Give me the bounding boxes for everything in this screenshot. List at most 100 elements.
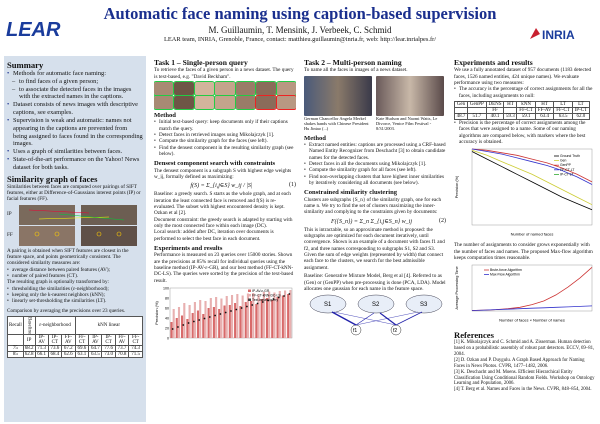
task2-method-list: Extract named entities: captions are pro… (304, 142, 446, 186)
s1-label: S1 (324, 302, 332, 308)
precision-plot: Number of named faces Precision (%) Ground… (455, 149, 593, 237)
face-thumbnail (193, 95, 216, 111)
formula-number: (2) (439, 217, 446, 224)
face-thumbnail (173, 81, 195, 97)
face-results-grid (154, 81, 296, 111)
face-thumbnail (154, 81, 175, 97)
legend-entry: FF-CT-kNN-DC-LS (252, 294, 281, 298)
text-query-point (192, 320, 195, 323)
text-query-point (203, 317, 206, 320)
table-cell: 68.4 (47, 351, 62, 359)
table-cell: FF-CT (553, 107, 573, 115)
table-cell: Baseline (22, 316, 36, 336)
bar (183, 303, 186, 338)
bar (276, 297, 279, 338)
accuracy-list: The accuracy is the percentage of correc… (454, 86, 596, 99)
list-item: The accuracy is the percentage of correc… (454, 86, 596, 99)
task1-heading: Task 1 – Single-person query (154, 58, 248, 67)
bar (220, 298, 223, 338)
list-item: linearly set-thresholding the similariti… (7, 298, 143, 305)
list-item: to associate the detected faces in the i… (12, 86, 143, 102)
bar (234, 303, 237, 338)
ref-2: [2] D. Ozkan and P. Duygulu. A Graph Bas… (454, 358, 585, 369)
bar (177, 307, 181, 338)
bar (188, 305, 191, 338)
table-cell: IP-CT (571, 107, 591, 115)
text-query-point (198, 319, 201, 321)
bar (241, 295, 244, 338)
legend-entry: Ground Truth (560, 154, 580, 158)
bar (212, 307, 215, 338)
face-thumbnail (154, 95, 175, 111)
face-thumbnail (193, 81, 216, 97)
exp-heading: Experiments and results (454, 58, 533, 67)
formula-2: F({S_n}) = Σ_n Σ_{i,j∈S_n} w_ij (2) (304, 218, 446, 225)
local-text: Local search: added after DC, iteration … (154, 229, 274, 242)
constraint-text: Document constraint: the greedy search i… (154, 216, 293, 229)
formula-number: (1) (289, 182, 296, 189)
f2-label: f2 (393, 328, 397, 334)
table-cell: IP-CT (101, 334, 116, 347)
bar (273, 292, 276, 338)
bar (196, 310, 200, 338)
table-cell: IP-CT (47, 334, 62, 347)
table-cell: Recall (7, 316, 24, 336)
f1-label: f1 (353, 328, 357, 334)
similarity-body: A pairing is obtained when SIFT features… (7, 247, 129, 267)
exp-intro: We use a fully annotated dataset of 957 … (454, 67, 592, 87)
cluster-s2 (357, 294, 395, 314)
similarity-table: Recall Baseline ε-neighborhood kNN linea… (7, 316, 144, 359)
ip-face-pairs: IP (7, 204, 143, 225)
series-line (471, 149, 593, 186)
bar (218, 309, 221, 338)
table-cell: 63.5 (553, 113, 573, 121)
bar (262, 292, 265, 338)
bar (249, 301, 253, 338)
legend-entry: GenPP (560, 164, 572, 168)
precision-list: Precision is the percentage of correct a… (454, 120, 596, 145)
face-thumbnail (275, 81, 296, 97)
text-query-point (272, 298, 275, 300)
processing-time-plot: Number of faces × Number of names Average… (455, 265, 593, 323)
bar (236, 294, 239, 338)
cluster-diagram: S1 S2 S3 f1 f2 (309, 294, 443, 336)
task1-exp-text: Performance is measured on 23 queries ov… (154, 252, 294, 284)
cluster-s1 (309, 294, 347, 314)
bar (239, 306, 242, 338)
text-query-point (224, 311, 227, 314)
text-query-point (288, 293, 291, 295)
task1-method-heading: Method (154, 112, 176, 120)
table-cell: 68.2 (22, 345, 36, 353)
table-cell: 63.4 (534, 113, 555, 121)
face-thumbnail (234, 95, 257, 111)
s3-label: S3 (420, 302, 428, 308)
table-cell: 71.5 (128, 351, 143, 359)
cluster-s3 (405, 294, 443, 314)
list-item: Find non-overlapping clusters that have … (304, 174, 446, 187)
column-summary: Summary Methods for automatic face namin… (4, 56, 146, 422)
task2-heading: Task 2 – Multi-person naming (304, 58, 402, 67)
table-cell: 40.1 (485, 113, 505, 121)
text-query-point (240, 307, 243, 309)
series-line (471, 150, 593, 206)
list-item: Detect faces in all the documents using … (304, 161, 446, 168)
table-cell: kNN linear (74, 316, 144, 336)
graph-list: thresholding the similarities (ε-neighbo… (7, 286, 143, 305)
bar (225, 296, 228, 338)
text-query-point (171, 328, 174, 330)
list-item: Precision is the percentage of correct a… (454, 120, 596, 145)
y-axis-label: Precision (%) (154, 300, 159, 324)
task1-exp-heading: Experiments and results (154, 245, 223, 253)
s2-label: S2 (372, 302, 380, 308)
affiliation: LEAR team, INRIA, Grenoble, France, cont… (163, 36, 436, 43)
task1-intro: To retrieve the faces of a given person … (154, 67, 294, 80)
text-query-point (219, 313, 222, 315)
ff-label: FF (7, 232, 13, 239)
table-cell: 66.1 (34, 351, 49, 359)
bar (191, 313, 194, 338)
bar (199, 300, 202, 338)
bar (223, 305, 226, 338)
svg-text:LEAR: LEAR (6, 19, 61, 41)
bar (284, 290, 287, 338)
x-axis-label: Number of faces × Number of names (499, 318, 565, 323)
